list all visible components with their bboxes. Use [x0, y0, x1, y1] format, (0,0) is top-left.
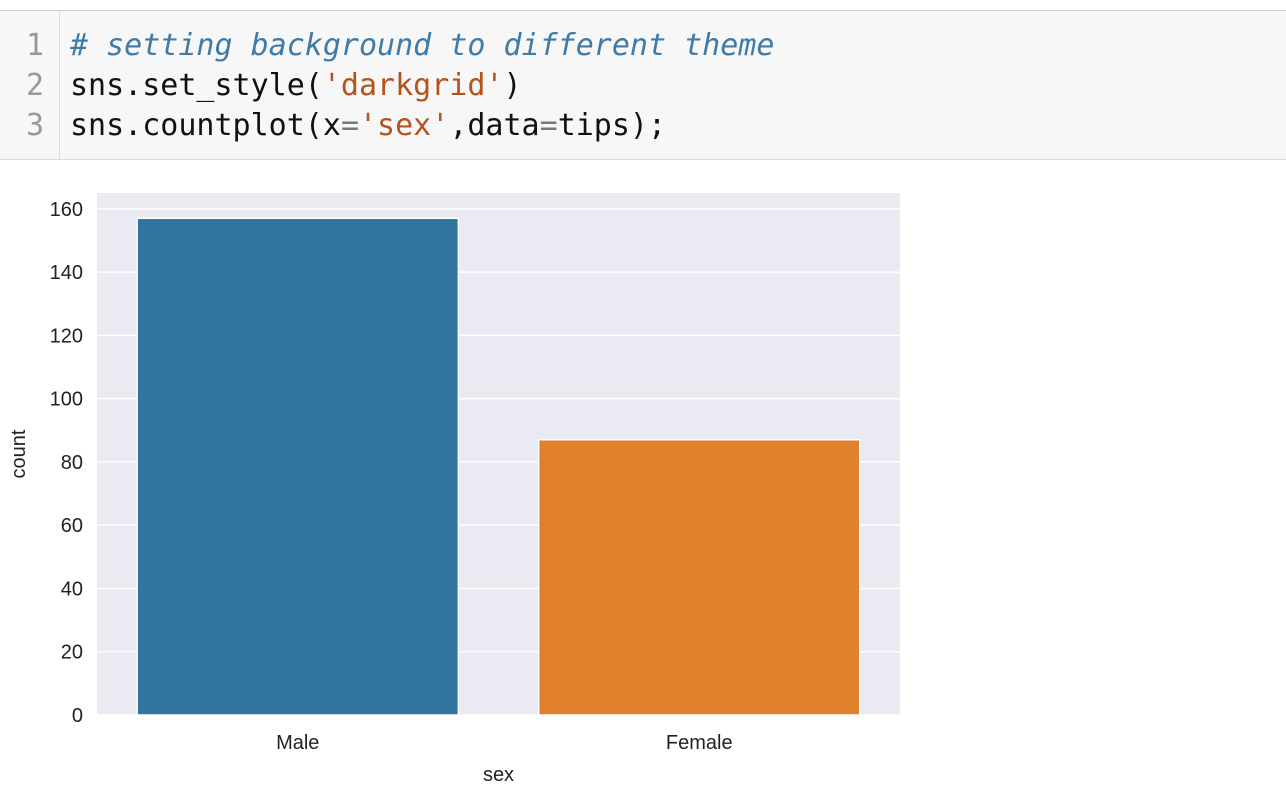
code-string: 'darkgrid'	[322, 68, 504, 103]
y-tick-label: 60	[61, 515, 83, 537]
countplot-chart: 0 20 40 60 80 100 120 140 160 Male Female count s…	[8, 193, 900, 786]
line-number: 3	[25, 108, 44, 143]
code-operator: =	[539, 108, 558, 143]
code-operator: =	[340, 108, 359, 143]
code-token: sns.countplot(x	[70, 108, 341, 143]
code-token: tips);	[557, 108, 667, 143]
cell-output: 0 20 40 60 80 100 120 140 160 Male Female count s…	[0, 175, 920, 795]
code-comment: # setting background to different theme	[70, 28, 775, 63]
x-tick-label: Female	[666, 732, 733, 754]
code-string: 'sex'	[359, 108, 450, 143]
y-tick-label: 0	[72, 705, 83, 727]
y-tick-label: 120	[50, 325, 83, 347]
code-line-1[interactable]: # setting background to different theme	[70, 26, 774, 66]
x-tick-label: Male	[276, 732, 319, 754]
y-tick-label: 160	[50, 199, 83, 221]
code-cell[interactable]: 1 2 3 # setting background to different …	[0, 10, 1286, 160]
y-tick-label: 20	[61, 642, 83, 664]
line-number: 1	[25, 28, 44, 63]
y-tick-label: 40	[61, 578, 83, 600]
code-token: sns.set_style(	[70, 68, 323, 103]
y-tick-labels: 0 20 40 60 80 100 120 140 160	[50, 199, 83, 727]
x-axis-label: sex	[483, 764, 514, 786]
x-tick-labels: Male Female	[276, 732, 733, 754]
line-number-gutter: 1 2 3	[0, 11, 60, 159]
line-number: 2	[25, 68, 44, 103]
y-tick-label: 100	[50, 389, 83, 411]
code-line-3[interactable]: sns.countplot(x='sex',data=tips);	[70, 106, 666, 146]
code-token: )	[503, 68, 522, 103]
y-tick-label: 140	[50, 262, 83, 284]
code-line-2[interactable]: sns.set_style('darkgrid')	[70, 66, 522, 106]
bar-male	[136, 217, 460, 716]
bars	[136, 217, 861, 716]
code-token: ,data	[449, 108, 540, 143]
y-axis-label: count	[8, 429, 30, 478]
bar-female	[537, 439, 861, 716]
y-tick-label: 80	[61, 452, 83, 474]
